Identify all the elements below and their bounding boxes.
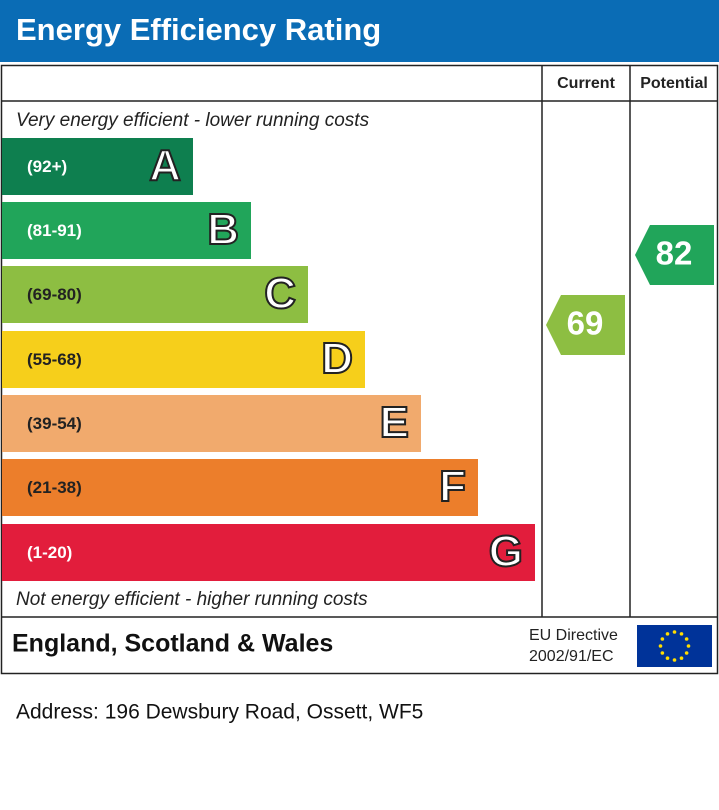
directive: 2002/91/EC <box>529 648 614 665</box>
region: England, Scotland & Wales <box>12 630 333 658</box>
eu-stars <box>658 630 691 662</box>
band-letter: F <box>439 462 466 511</box>
current-value: 69 <box>567 305 604 342</box>
band <box>2 138 193 195</box>
band-range: (21-38) <box>27 478 82 497</box>
address: Address: 196 Dewsbury Road, Ossett, WF5 <box>16 701 423 724</box>
band-letter: E <box>380 398 409 447</box>
band-range: (39-54) <box>27 414 82 433</box>
directive: EU Directive <box>529 627 618 644</box>
frame <box>0 64 719 675</box>
band-range: (55-68) <box>27 350 82 369</box>
title: Energy Efficiency Rating <box>16 12 381 47</box>
band <box>2 202 251 259</box>
star <box>665 632 670 636</box>
star <box>679 632 684 636</box>
band-range: (92+) <box>27 157 67 176</box>
potential-value: 82 <box>656 235 693 272</box>
band-letter: A <box>149 141 181 190</box>
band <box>2 524 535 581</box>
column-header: Current <box>557 75 615 92</box>
band <box>2 266 308 323</box>
star <box>672 630 677 634</box>
band-letter: B <box>207 205 239 254</box>
band-range: (81-91) <box>27 221 82 240</box>
star <box>684 637 689 641</box>
band <box>2 459 478 516</box>
band-range: (1-20) <box>27 543 72 562</box>
top-note: Very energy efficient - lower running co… <box>16 110 370 131</box>
band-letter: G <box>489 527 523 576</box>
header-bar <box>0 0 719 62</box>
potential-arrow <box>635 225 714 285</box>
star <box>658 644 663 648</box>
star <box>684 651 689 655</box>
star <box>686 644 691 648</box>
star <box>672 658 677 662</box>
band-letter: C <box>264 269 296 318</box>
band-letter: D <box>321 334 353 383</box>
star <box>665 656 670 660</box>
bands: (92+) A (81-91) B (69-80) C (55-68) D (39-54) E (2… <box>2 138 535 581</box>
band <box>2 395 421 452</box>
star <box>660 637 665 641</box>
band-range: (69-80) <box>27 285 82 304</box>
star <box>679 656 684 660</box>
band <box>2 331 365 388</box>
star <box>660 651 665 655</box>
bottom-note: Not energy efficient - higher running co… <box>16 589 368 610</box>
current-arrow <box>546 295 625 355</box>
column-header: Potential <box>640 75 708 92</box>
